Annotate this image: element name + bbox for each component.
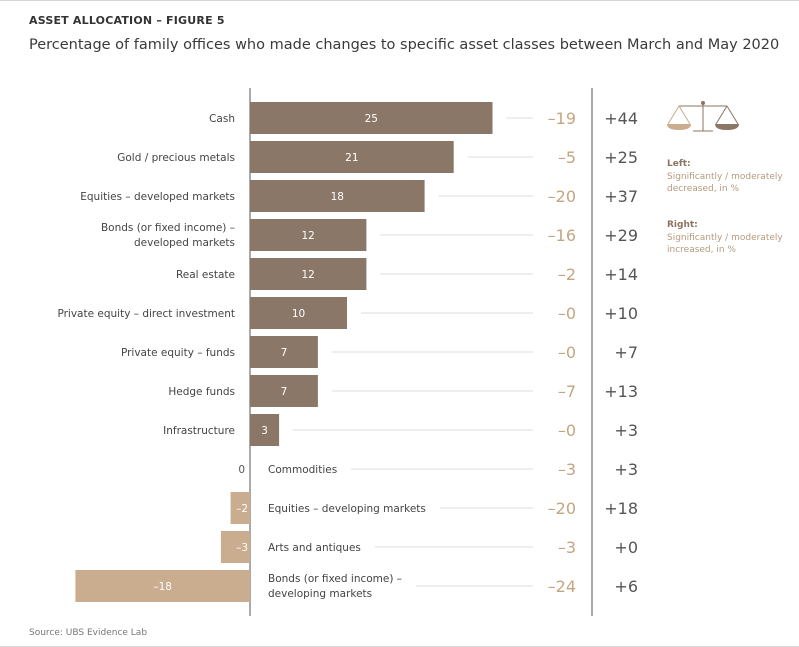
category-label: Equities – developing markets (268, 503, 426, 515)
bar-value-label: 10 (292, 308, 305, 320)
decreased-value: –20 (548, 187, 576, 206)
category-label: Private equity – direct investment (57, 308, 235, 320)
source-note: Source: UBS Evidence Lab (29, 628, 148, 638)
increased-value: +3 (614, 421, 638, 440)
increased-value: +13 (604, 382, 638, 401)
bar-value-label: –3 (236, 542, 248, 554)
decreased-value: –7 (558, 382, 576, 401)
increased-value: +3 (614, 460, 638, 479)
category-label: Private equity – funds (121, 347, 235, 359)
bar (250, 297, 347, 329)
bar-value-label: 0 (238, 464, 245, 476)
increased-value: +44 (604, 109, 638, 128)
category-label: Infrastructure (163, 425, 235, 437)
figure-label: ASSET ALLOCATION – FIGURE 5 (29, 14, 225, 27)
increased-value: +37 (604, 187, 638, 206)
increased-value: +18 (604, 499, 638, 518)
category-label: Hedge funds (168, 386, 235, 398)
category-label: developed markets (134, 237, 235, 249)
bar (250, 258, 367, 290)
increased-value: +25 (604, 148, 638, 167)
bar (230, 492, 250, 524)
bar-value-label: 7 (281, 347, 288, 359)
figure-title: Percentage of family offices who made ch… (29, 37, 780, 53)
increased-value: +6 (614, 577, 638, 596)
scale-icon (667, 101, 739, 132)
category-label: Bonds (or fixed income) – (268, 573, 402, 585)
bar-value-label: 7 (281, 386, 288, 398)
legend-right-label: Right: (667, 220, 698, 230)
decreased-value: –0 (558, 421, 576, 440)
bar-value-label: 12 (302, 230, 315, 242)
decreased-value: –0 (558, 304, 576, 323)
category-label: Bonds (or fixed income) – (101, 222, 235, 234)
bar (250, 414, 280, 446)
legend-left-label: Left: (667, 159, 691, 169)
top-divider (0, 0, 799, 1)
increased-value: +29 (604, 226, 638, 245)
bar (250, 219, 367, 251)
bar-value-label: 21 (345, 152, 358, 164)
bar (75, 570, 251, 602)
category-label: Real estate (176, 269, 235, 281)
decreased-value: –0 (558, 343, 576, 362)
bar-value-label: 18 (331, 191, 344, 203)
bar-value-label: –2 (236, 503, 248, 515)
decreased-value: –24 (548, 577, 576, 596)
category-label: Cash (209, 113, 235, 125)
legend-left-text: Significantly / moderately decreased, in… (667, 172, 783, 194)
bar-value-label: –18 (153, 581, 172, 593)
bar (220, 531, 250, 563)
increased-value: +7 (614, 343, 638, 362)
category-label: Commodities (268, 464, 337, 476)
bar (250, 102, 493, 134)
category-label: developing markets (268, 588, 372, 600)
decreased-value: –19 (548, 109, 576, 128)
bar (250, 336, 318, 368)
increased-value: +14 (604, 265, 638, 284)
increased-value: +0 (614, 538, 638, 557)
bar (250, 141, 454, 173)
bar-value-label: 25 (365, 113, 378, 125)
category-label: Gold / precious metals (117, 152, 235, 164)
decreased-value: –20 (548, 499, 576, 518)
bar-value-label: 12 (302, 269, 315, 281)
decreased-value: –5 (558, 148, 576, 167)
decreased-value: –2 (558, 265, 576, 284)
category-label: Equities – developed markets (80, 191, 235, 203)
bar-value-label: 3 (261, 425, 268, 437)
category-label: Arts and antiques (268, 542, 361, 554)
decreased-value: –16 (548, 226, 576, 245)
decreased-value: –3 (558, 538, 576, 557)
decreased-value: –3 (558, 460, 576, 479)
increased-value: +10 (604, 304, 638, 323)
legend-right-text: Significantly / moderately increased, in… (667, 233, 783, 255)
bar (250, 375, 318, 407)
bar (250, 180, 425, 212)
